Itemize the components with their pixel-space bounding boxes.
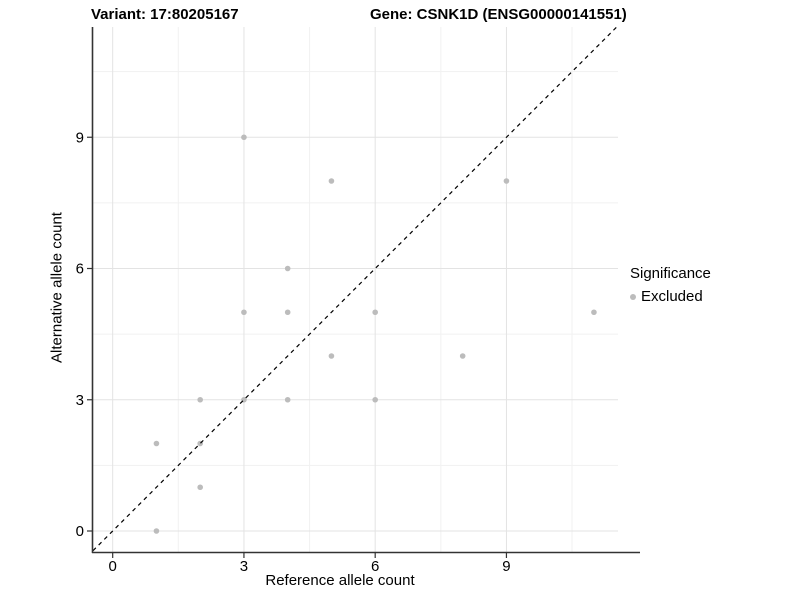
y-tick-label: 9 xyxy=(76,129,84,146)
data-point xyxy=(372,309,378,316)
identity-line xyxy=(92,26,618,552)
y-tick-label: 0 xyxy=(76,523,84,540)
data-point xyxy=(459,353,466,359)
data-point xyxy=(153,528,160,534)
data-point xyxy=(284,396,291,403)
data-point xyxy=(503,178,510,184)
data-point xyxy=(372,396,378,403)
x-axis-title: Reference allele count xyxy=(265,572,415,589)
data-point xyxy=(153,440,160,447)
data-point xyxy=(197,396,203,403)
data-point xyxy=(591,309,597,316)
legend-title: Significance xyxy=(630,265,711,282)
data-point xyxy=(284,309,291,316)
data-point xyxy=(197,484,203,491)
legend-item-excluded: Excluded xyxy=(630,288,711,305)
y-tick-label: 6 xyxy=(76,261,84,278)
x-tick-label: 6 xyxy=(371,558,379,575)
data-point xyxy=(328,353,335,359)
x-tick-label: 0 xyxy=(109,558,117,575)
data-point xyxy=(284,265,291,272)
plot-title-gene: Gene: CSNK1D (ENSG00000141551) xyxy=(370,6,627,23)
legend: Significance Excluded xyxy=(630,265,711,305)
data-point xyxy=(241,309,247,316)
y-axis-title: Alternative allele count xyxy=(48,212,66,363)
legend-point-swatch xyxy=(630,293,636,300)
data-point xyxy=(328,178,335,184)
legend-item-label: Excluded xyxy=(641,288,703,305)
y-tick-label: 3 xyxy=(76,392,84,409)
data-point xyxy=(241,134,247,141)
plot-title-variant: Variant: 17:80205167 xyxy=(91,6,239,23)
x-tick-label: 3 xyxy=(240,558,248,575)
x-tick-label: 9 xyxy=(502,558,510,575)
